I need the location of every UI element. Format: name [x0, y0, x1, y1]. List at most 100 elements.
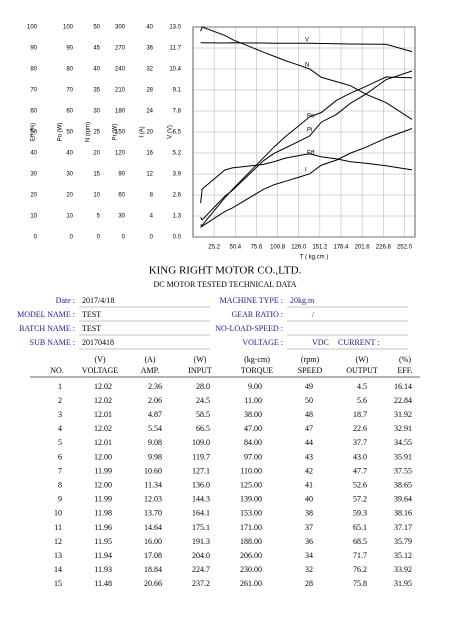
- cell: 164.1: [192, 509, 210, 518]
- cell: 28.0: [196, 382, 210, 391]
- form-value: /: [312, 310, 315, 319]
- form-label: MACHINE TYPE :: [220, 296, 283, 305]
- form-label: MODEL NAME :: [17, 310, 75, 319]
- curve-label: V: [305, 38, 309, 44]
- y-tick-label: 4: [150, 214, 154, 220]
- form-label: GEAR RATIO :: [231, 310, 283, 319]
- y-tick-label: 16: [146, 151, 153, 157]
- cell: 8: [58, 481, 62, 490]
- y-tick-label: 0: [150, 235, 154, 241]
- y-tick-label: 25: [93, 130, 100, 136]
- cell: 39.64: [394, 495, 412, 504]
- y-axis-title: N (rpm): [86, 122, 92, 142]
- cell: 48: [305, 410, 313, 419]
- y-tick-label: 0: [34, 235, 38, 241]
- y-tick-label: 10.4: [169, 67, 181, 73]
- form-label: BATCH NAME :: [19, 324, 75, 333]
- form-value: TEST: [82, 324, 101, 333]
- y-tick-label: 80: [30, 67, 37, 73]
- y-tick-label: 20: [66, 193, 73, 199]
- cell: 4.87: [148, 410, 162, 419]
- cell: 188.00: [240, 537, 262, 546]
- y-tick-label: 6.5: [173, 130, 182, 136]
- y-tick-label: 9.1: [173, 88, 182, 94]
- cell: 144.3: [192, 495, 210, 504]
- x-tick-label: 25.2: [208, 245, 220, 251]
- y-tick-label: 24: [146, 109, 153, 115]
- y-tick-label: 60: [66, 109, 73, 115]
- column-header: VOLTAGE: [82, 366, 119, 375]
- form-value: TEST: [82, 310, 101, 319]
- y-tick-label: 36: [146, 46, 153, 52]
- cell: 109.0: [192, 438, 210, 447]
- y-tick-label: 210: [115, 88, 126, 94]
- cell: 36: [305, 537, 313, 546]
- x-tick-label: 176.4: [333, 245, 349, 251]
- y-tick-label: 20: [146, 130, 153, 136]
- column-header: TORQUE: [241, 366, 273, 375]
- y-tick-label: 35: [93, 88, 100, 94]
- cell: 4.5: [357, 382, 367, 391]
- cell: 9.98: [148, 452, 162, 461]
- unit: (A): [144, 355, 155, 364]
- cell: 97.00: [244, 452, 262, 461]
- cell: 2: [58, 396, 62, 405]
- column-header: OUTPUT: [346, 366, 378, 375]
- cell: 38: [305, 509, 313, 518]
- cell: 175.1: [192, 523, 210, 532]
- cell: 52.6: [353, 481, 367, 490]
- cell: 38.16: [394, 509, 412, 518]
- cell: 76.2: [353, 565, 367, 574]
- curve: [200, 42, 413, 53]
- cell: 37.55: [394, 466, 412, 475]
- cell: 4: [58, 424, 62, 433]
- form-label: SUB NAME :: [30, 338, 75, 347]
- cell: 11.96: [94, 523, 112, 532]
- y-tick-label: 7.8: [173, 109, 182, 115]
- cell: 261.00: [240, 579, 262, 588]
- form-value: 2017/4/18: [82, 296, 114, 305]
- column-header: EFF.: [397, 366, 412, 375]
- cell: 11.00: [244, 396, 262, 405]
- y-tick-label: 20: [93, 151, 100, 157]
- cell: 11: [54, 523, 62, 532]
- y-tick-label: 3.9: [173, 172, 182, 178]
- y-tick-label: 32: [146, 67, 153, 73]
- y-axis-title: Eff (%): [31, 123, 37, 141]
- x-tick-label: 226.8: [376, 245, 392, 251]
- y-tick-label: 50: [30, 130, 37, 136]
- curve-label: N: [305, 63, 309, 69]
- column-header: NO.: [50, 366, 64, 375]
- form-value: 20kg.m: [290, 296, 315, 305]
- cell: 43.0: [353, 452, 367, 461]
- x-axis-title: T ( kg.cm ): [300, 255, 329, 261]
- cell: 50: [305, 396, 313, 405]
- column-header: INPUT: [188, 366, 212, 375]
- curve-label: Eff: [307, 151, 315, 157]
- y-tick-label: 10: [66, 214, 73, 220]
- y-tick-label: 50: [93, 25, 100, 31]
- y-tick-label: 30: [66, 172, 73, 178]
- y-tick-label: 0: [70, 235, 74, 241]
- y-tick-label: 40: [146, 25, 153, 31]
- form-label: Date :: [56, 296, 75, 305]
- curve: [200, 128, 413, 227]
- y-tick-label: 30: [93, 109, 100, 115]
- cell: 37.17: [394, 523, 412, 532]
- y-tick-label: 100: [63, 25, 74, 31]
- curve: [200, 153, 413, 204]
- cell: 38.00: [244, 410, 262, 419]
- x-tick-label: 50.4: [229, 245, 241, 251]
- cell: 12.01: [94, 438, 112, 447]
- cell: 11.34: [144, 481, 162, 490]
- cell: 11.98: [94, 509, 112, 518]
- cell: 17.08: [144, 551, 162, 560]
- x-tick-label: 100.8: [270, 245, 286, 251]
- y-tick-label: 10: [93, 193, 100, 199]
- cell: 41: [305, 481, 313, 490]
- cell: 12.00: [94, 452, 112, 461]
- cell: 11.93: [94, 565, 112, 574]
- y-tick-label: 80: [66, 67, 73, 73]
- y-axis-title: I (A): [140, 126, 146, 137]
